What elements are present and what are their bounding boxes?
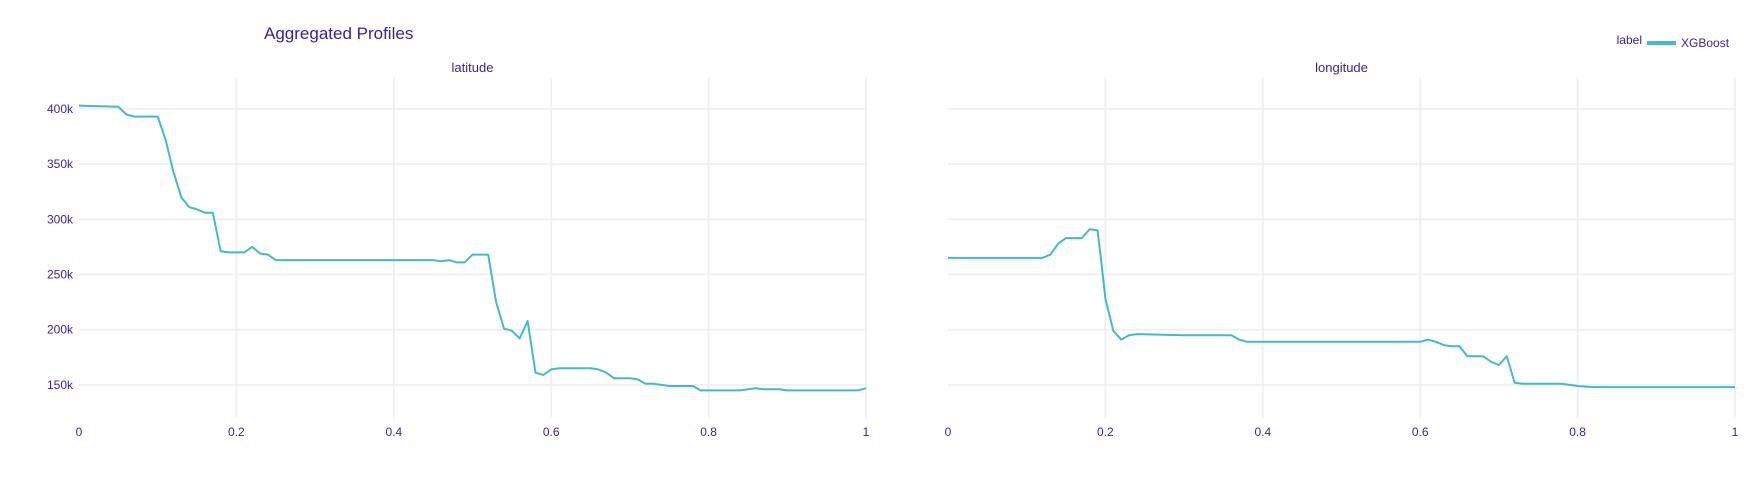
y-tick-label: 350k bbox=[47, 157, 74, 171]
x-tick-label: 0.6 bbox=[543, 425, 560, 439]
panel-1: longitude 0 0.2 0.4 0.6 0.8 1 bbox=[945, 60, 1739, 439]
x-tick-label: 0 bbox=[945, 425, 952, 439]
x-tick-label: 0 bbox=[76, 425, 83, 439]
series-line-xgboost bbox=[948, 228, 1735, 389]
y-tick-label: 300k bbox=[47, 212, 74, 226]
y-tick-label: 400k bbox=[47, 102, 74, 116]
legend-label-xgboost: XGBoost bbox=[1681, 36, 1730, 50]
x-tick-label: 1 bbox=[1732, 425, 1739, 439]
y-tick-label: 200k bbox=[47, 323, 74, 337]
chart-title: Aggregated Profiles bbox=[264, 24, 413, 43]
x-tick-label: 0.4 bbox=[1254, 425, 1271, 439]
panel-0: latitude 0 0.2 0.4 0.6 0.8 1 150k 200k 250k 300k 35… bbox=[47, 60, 870, 439]
x-tick-label: 0.4 bbox=[385, 425, 402, 439]
legend[interactable]: label XGBoost bbox=[1617, 33, 1730, 50]
x-tick-label: 0.2 bbox=[228, 425, 245, 439]
x-tick-label: 0.8 bbox=[1569, 425, 1586, 439]
x-tick-label: 0.2 bbox=[1097, 425, 1114, 439]
x-tick-label: 0.6 bbox=[1412, 425, 1429, 439]
legend-title: label bbox=[1617, 33, 1642, 47]
x-tick-label: 1 bbox=[863, 425, 870, 439]
panel-subtitle: longitude bbox=[1315, 60, 1368, 75]
panel-subtitle: latitude bbox=[452, 60, 494, 75]
y-tick-label: 150k bbox=[47, 378, 74, 392]
y-tick-label: 250k bbox=[47, 267, 74, 281]
panels: latitude 0 0.2 0.4 0.6 0.8 1 150k 200k 250k 300k 35… bbox=[47, 60, 1739, 439]
x-tick-label: 0.8 bbox=[700, 425, 717, 439]
series-line-xgboost bbox=[78, 104, 867, 392]
